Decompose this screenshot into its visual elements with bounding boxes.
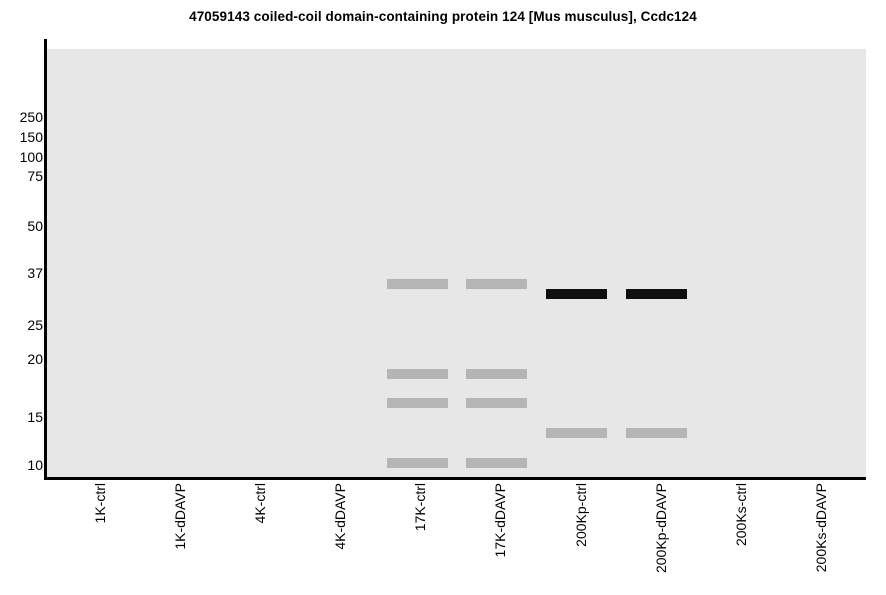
band — [466, 398, 527, 408]
band — [387, 279, 448, 289]
band — [626, 428, 687, 438]
lane-label: 1K-ctrl — [92, 483, 108, 524]
band — [387, 458, 448, 468]
band — [546, 428, 607, 438]
lane-label: 200Kp-ctrl — [573, 483, 589, 547]
y-tick-label: 15 — [27, 409, 43, 425]
y-tick-label: 50 — [27, 218, 43, 234]
gel-background — [47, 49, 866, 477]
band — [466, 369, 527, 379]
band — [387, 398, 448, 408]
band — [466, 279, 527, 289]
y-tick-label: 150 — [19, 129, 43, 145]
lane-label: 4K-ctrl — [252, 483, 268, 524]
x-axis-line — [44, 477, 866, 480]
band — [546, 289, 607, 299]
y-tick-label: 20 — [27, 351, 43, 367]
lane-label: 1K-dDAVP — [172, 483, 188, 550]
lane-label: 17K-ctrl — [412, 483, 428, 532]
y-tick-label: 75 — [27, 168, 43, 184]
y-tick-label: 250 — [19, 109, 43, 125]
band — [387, 369, 448, 379]
band — [466, 458, 527, 468]
lane-label: 17K-dDAVP — [492, 483, 508, 558]
chart-title: 47059143 coiled-coil domain-containing p… — [189, 9, 697, 24]
lane-label: 200Kp-dDAVP — [653, 483, 669, 574]
y-tick-label: 37 — [27, 265, 43, 281]
lane-label: 200Ks-dDAVP — [813, 483, 829, 573]
y-tick-label: 10 — [27, 457, 43, 473]
lane-label: 200Ks-ctrl — [733, 483, 749, 547]
lane-label: 4K-dDAVP — [332, 483, 348, 550]
y-tick-label: 25 — [27, 317, 43, 333]
y-axis-line — [44, 39, 47, 480]
band — [626, 289, 687, 299]
y-tick-label: 100 — [19, 149, 43, 165]
